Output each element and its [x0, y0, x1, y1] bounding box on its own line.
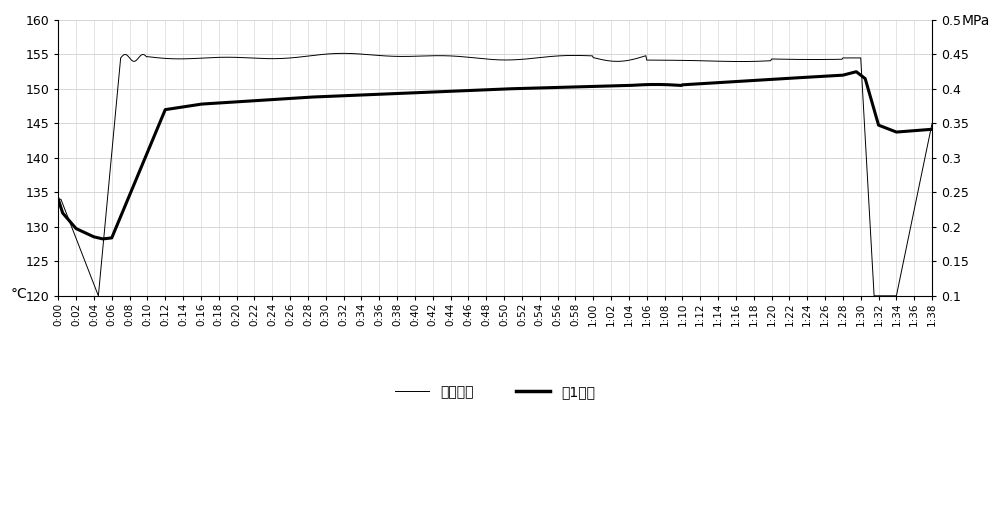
蔭气压力 — [104, 169, 116, 175]
刔1温度 — [892, 129, 904, 135]
刔1温度 — [179, 103, 191, 110]
刔1温度 — [375, 91, 387, 97]
蔭气压力 — [861, 166, 873, 172]
刔1温度 — [850, 69, 862, 75]
刔1温度 — [52, 196, 64, 202]
Legend: 蔭气压力, 刔1温度: 蔭气压力, 刔1温度 — [389, 379, 601, 405]
刔1温度 — [926, 126, 938, 132]
蔭气压力 — [926, 120, 938, 126]
刔1温度 — [254, 97, 266, 103]
刔1温度 — [97, 236, 109, 242]
蔭气压力 — [376, 53, 388, 59]
Line: 蔭气压力: 蔭气压力 — [58, 53, 932, 296]
刔1温度 — [861, 82, 873, 88]
蔭气压力 — [92, 292, 104, 299]
蔭气压力 — [254, 55, 266, 62]
Y-axis label: MPa: MPa — [962, 14, 990, 28]
蔭气压力 — [52, 196, 64, 202]
Line: 刔1温度: 刔1温度 — [58, 72, 932, 239]
刔1温度 — [104, 235, 116, 241]
蔭气压力 — [338, 50, 350, 56]
蔭气压力 — [892, 284, 904, 290]
Y-axis label: °C: °C — [11, 287, 27, 301]
蔭气压力 — [179, 56, 191, 62]
